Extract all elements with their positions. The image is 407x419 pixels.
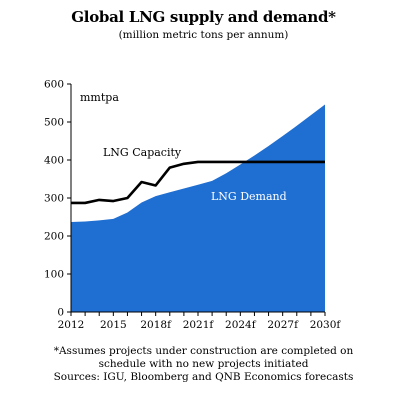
unit-label: mmtpa [80,91,119,104]
footnote-sources: Sources: IGU, Bloomberg and QNB Economic… [53,371,354,383]
x-tick-label: 2024f [225,319,257,331]
demand-series-label: LNG Demand [211,190,287,203]
x-tick-label: 2030f [310,319,342,331]
lng-demand-area [71,104,325,313]
x-tick-label: 2012 [58,319,85,331]
x-axis-ticks: 2012 2015 2018f 2021f 2024f 2027f 2030f [58,312,342,331]
footnote-assumption-line2: schedule with no new projects initiated [98,358,309,370]
x-tick-label: 2015 [100,319,127,331]
x-tick-label: 2027f [267,319,299,331]
lng-capacity-line [71,160,325,205]
x-tick-label: 2018f [140,319,172,331]
y-tick-label: 300 [44,193,64,205]
y-tick-label: 200 [44,231,64,243]
chart-subtitle: (million metric tons per annum) [118,29,289,41]
y-tick-label: 0 [57,307,64,319]
y-tick-label: 600 [44,79,64,91]
y-axis-ticks: 0 100 200 300 400 500 600 [44,79,71,319]
capacity-series-label: LNG Capacity [103,146,182,159]
series-layer [71,104,325,313]
y-tick-label: 400 [44,155,64,167]
chart-title: Global LNG supply and demand* [71,8,336,26]
y-tick-label: 500 [44,117,64,129]
footnote-assumption-line1: *Assumes projects under construction are… [53,345,354,357]
y-tick-label: 100 [44,269,64,281]
x-tick-label: 2021f [183,319,215,331]
